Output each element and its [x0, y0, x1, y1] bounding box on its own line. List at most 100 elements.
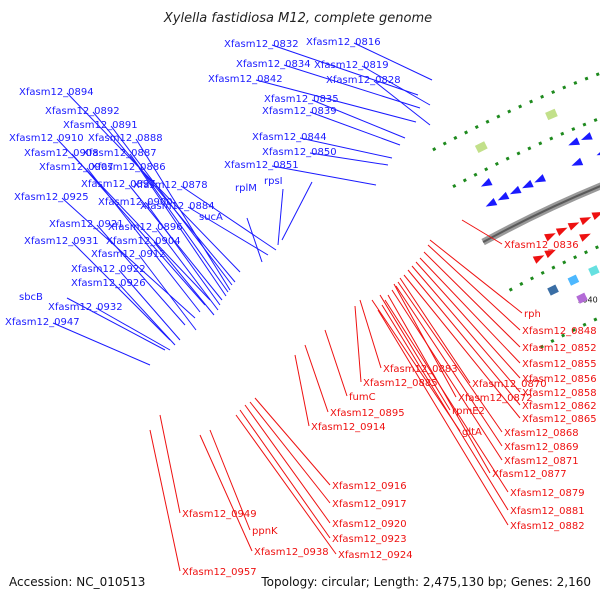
tick-ring [432, 71, 600, 152]
reverse-gene-label[interactable]: Xfasm12_0882 [510, 521, 585, 532]
reverse-gene-label[interactable]: Xfasm12_0877 [492, 469, 567, 480]
forward-gene-label[interactable]: Xfasm12_0896 [108, 222, 183, 233]
forward-gene-label[interactable]: Xfasm12_0926 [71, 278, 146, 289]
forward-gene-label[interactable]: Xfasm12_0925 [14, 192, 89, 203]
forward-gene-label[interactable]: Xfasm12_0819 [314, 60, 389, 71]
forward-gene-label[interactable]: Xfasm12_0947 [5, 317, 80, 328]
reverse-gene-label[interactable]: ppnK [252, 526, 278, 537]
forward-leader-line [281, 181, 313, 241]
reverse-gene-label[interactable]: Xfasm12_0923 [332, 534, 407, 545]
forward-gene-label[interactable]: Xfasm12_0886 [91, 162, 166, 173]
reverse-gene-label[interactable]: Xfasm12_0957 [182, 567, 257, 578]
forward-gene-label[interactable]: Xfasm12_0828 [326, 75, 401, 86]
reverse-leader-line [397, 281, 503, 433]
reverse-gene-label[interactable]: Xfasm12_0868 [504, 428, 579, 439]
reverse-gene-label[interactable]: Xfasm12_0949 [182, 509, 257, 520]
reverse-gene-label[interactable]: Xfasm12_0856 [522, 374, 597, 385]
reverse-gene-arrow [480, 177, 493, 187]
reverse-gene-label[interactable]: Xfasm12_0870 [472, 379, 547, 390]
forward-leader-line [118, 283, 176, 346]
reverse-gene-label[interactable]: Xfasm12_0883 [383, 364, 458, 375]
forward-gene-label[interactable]: Xfasm12_0832 [224, 39, 299, 50]
reverse-gene-label[interactable]: Xfasm12_0858 [522, 388, 597, 399]
forward-gene-label[interactable]: Xfasm12_0894 [19, 87, 94, 98]
forward-gene-label[interactable]: sucA [199, 212, 223, 223]
forward-gene-label[interactable]: Xfasm12_0900 [98, 197, 173, 208]
reverse-gene-label[interactable]: Xfasm12_0938 [254, 547, 329, 558]
kbp-ticks: 860 kbp880 kbp900 kbp920 kbp940 kbp960 k… [432, 71, 600, 349]
reverse-gene-label[interactable]: rph [524, 309, 541, 320]
forward-gene-label[interactable]: Xfasm12_0891 [63, 120, 138, 131]
forward-gene-label[interactable]: Xfasm12_0878 [133, 180, 208, 191]
forward-gene-label[interactable]: Xfasm12_0922 [71, 264, 146, 275]
forward-gene-label[interactable]: Xfasm12_0844 [252, 132, 327, 143]
forward-gene-label[interactable]: Xfasm12_0907 [39, 162, 114, 173]
forward-gene-label[interactable]: Xfasm12_0912 [91, 249, 166, 260]
forward-gene-label[interactable]: Xfasm12_0892 [45, 106, 120, 117]
reverse-leader-line [244, 404, 331, 524]
reverse-gene-label[interactable]: Xfasm12_0862 [522, 401, 597, 412]
forward-gene-label[interactable]: Xfasm12_0932 [48, 302, 123, 313]
forward-leader-line [95, 307, 171, 351]
reverse-gene-label[interactable]: Xfasm12_0869 [504, 442, 579, 453]
forward-leader-line [309, 152, 389, 166]
reverse-gene-label[interactable]: Xfasm12_0879 [510, 488, 585, 499]
reverse-gene-label[interactable]: Xfasm12_0881 [510, 506, 585, 517]
forward-gene-label[interactable]: rpsI [264, 176, 283, 187]
forward-gene-label[interactable]: Xfasm12_0908 [24, 148, 99, 159]
forward-gene-label[interactable]: Xfasm12_0904 [106, 236, 181, 247]
forward-gene-label[interactable]: Xfasm12_0888 [88, 133, 163, 144]
reverse-gene-label[interactable]: Xfasm12_0872 [458, 393, 533, 404]
forward-gene-label[interactable]: Xfasm12_0834 [236, 59, 311, 70]
reverse-gene-label[interactable]: rpmE2 [452, 406, 485, 417]
forward-leader-line [271, 165, 377, 186]
forward-gene-label[interactable]: Xfasm12_0887 [82, 148, 157, 159]
forward-gene-label[interactable]: Xfasm12_0816 [306, 37, 381, 48]
reverse-gene-label[interactable]: Xfasm12_0855 [522, 359, 597, 370]
label-leader-lines [52, 42, 523, 572]
forward-leader-line [135, 138, 231, 291]
reverse-gene-label[interactable]: Xfasm12_0865 [522, 414, 597, 425]
forward-leader-line [71, 241, 171, 341]
forward-gene-label[interactable]: sbcB [19, 292, 43, 303]
reverse-leader-line [254, 397, 331, 486]
reverse-leader-line [304, 344, 329, 413]
forward-gene-label[interactable]: Xfasm12_0897 [81, 179, 156, 190]
cog-block [588, 265, 600, 277]
reverse-gene-label[interactable]: Xfasm12_0920 [332, 519, 407, 530]
forward-gene-label[interactable]: Xfasm12_0921 [49, 219, 124, 230]
forward-gene-label[interactable]: Xfasm12_0851 [224, 160, 299, 171]
forward-leader-line [86, 167, 201, 313]
reverse-gene-label[interactable]: Xfasm12_0916 [332, 481, 407, 492]
forward-gene-label[interactable]: Xfasm12_0884 [140, 201, 215, 212]
reverse-leader-line [429, 239, 523, 314]
reverse-leader-line [403, 274, 521, 419]
forward-leader-line [361, 65, 431, 106]
reverse-gene-label[interactable]: Xfasm12_0848 [522, 326, 597, 337]
gene-features [474, 108, 600, 304]
reverse-gene-label[interactable]: Xfasm12_0836 [504, 240, 579, 251]
forward-gene-label[interactable]: Xfasm12_0910 [9, 133, 84, 144]
reverse-gene-label[interactable]: Xfasm12_0871 [504, 456, 579, 467]
forward-gene-arrow [579, 233, 591, 242]
reverse-gene-label[interactable]: fumC [349, 392, 376, 403]
forward-gene-label[interactable]: Xfasm12_0842 [208, 74, 283, 85]
reverse-gene-label[interactable]: Xfasm12_0852 [522, 343, 597, 354]
forward-gene-label[interactable]: Xfasm12_0839 [262, 106, 337, 117]
forward-gene-arrow [591, 212, 600, 220]
reverse-gene-label[interactable]: Xfasm12_0924 [338, 550, 413, 561]
forward-gene-label[interactable]: rplM [235, 183, 257, 194]
forward-leader-line [283, 64, 421, 109]
reverse-gene-label[interactable]: Xfasm12_0885 [363, 378, 438, 389]
reverse-gene-label[interactable]: Xfasm12_0895 [330, 408, 405, 419]
forward-gene-label[interactable]: Xfasm12_0835 [264, 94, 339, 105]
forward-leader-line [187, 206, 269, 256]
reverse-gene-label[interactable]: Xfasm12_0914 [311, 422, 386, 433]
forward-gene-label[interactable]: Xfasm12_0850 [262, 147, 337, 158]
reverse-gene-label[interactable]: Xfasm12_0917 [332, 499, 407, 510]
forward-leader-line [52, 322, 151, 366]
reverse-gene-label[interactable]: gltA [462, 427, 482, 438]
reverse-leader-line [149, 429, 181, 572]
forward-gene-label[interactable]: Xfasm12_0931 [24, 236, 99, 247]
